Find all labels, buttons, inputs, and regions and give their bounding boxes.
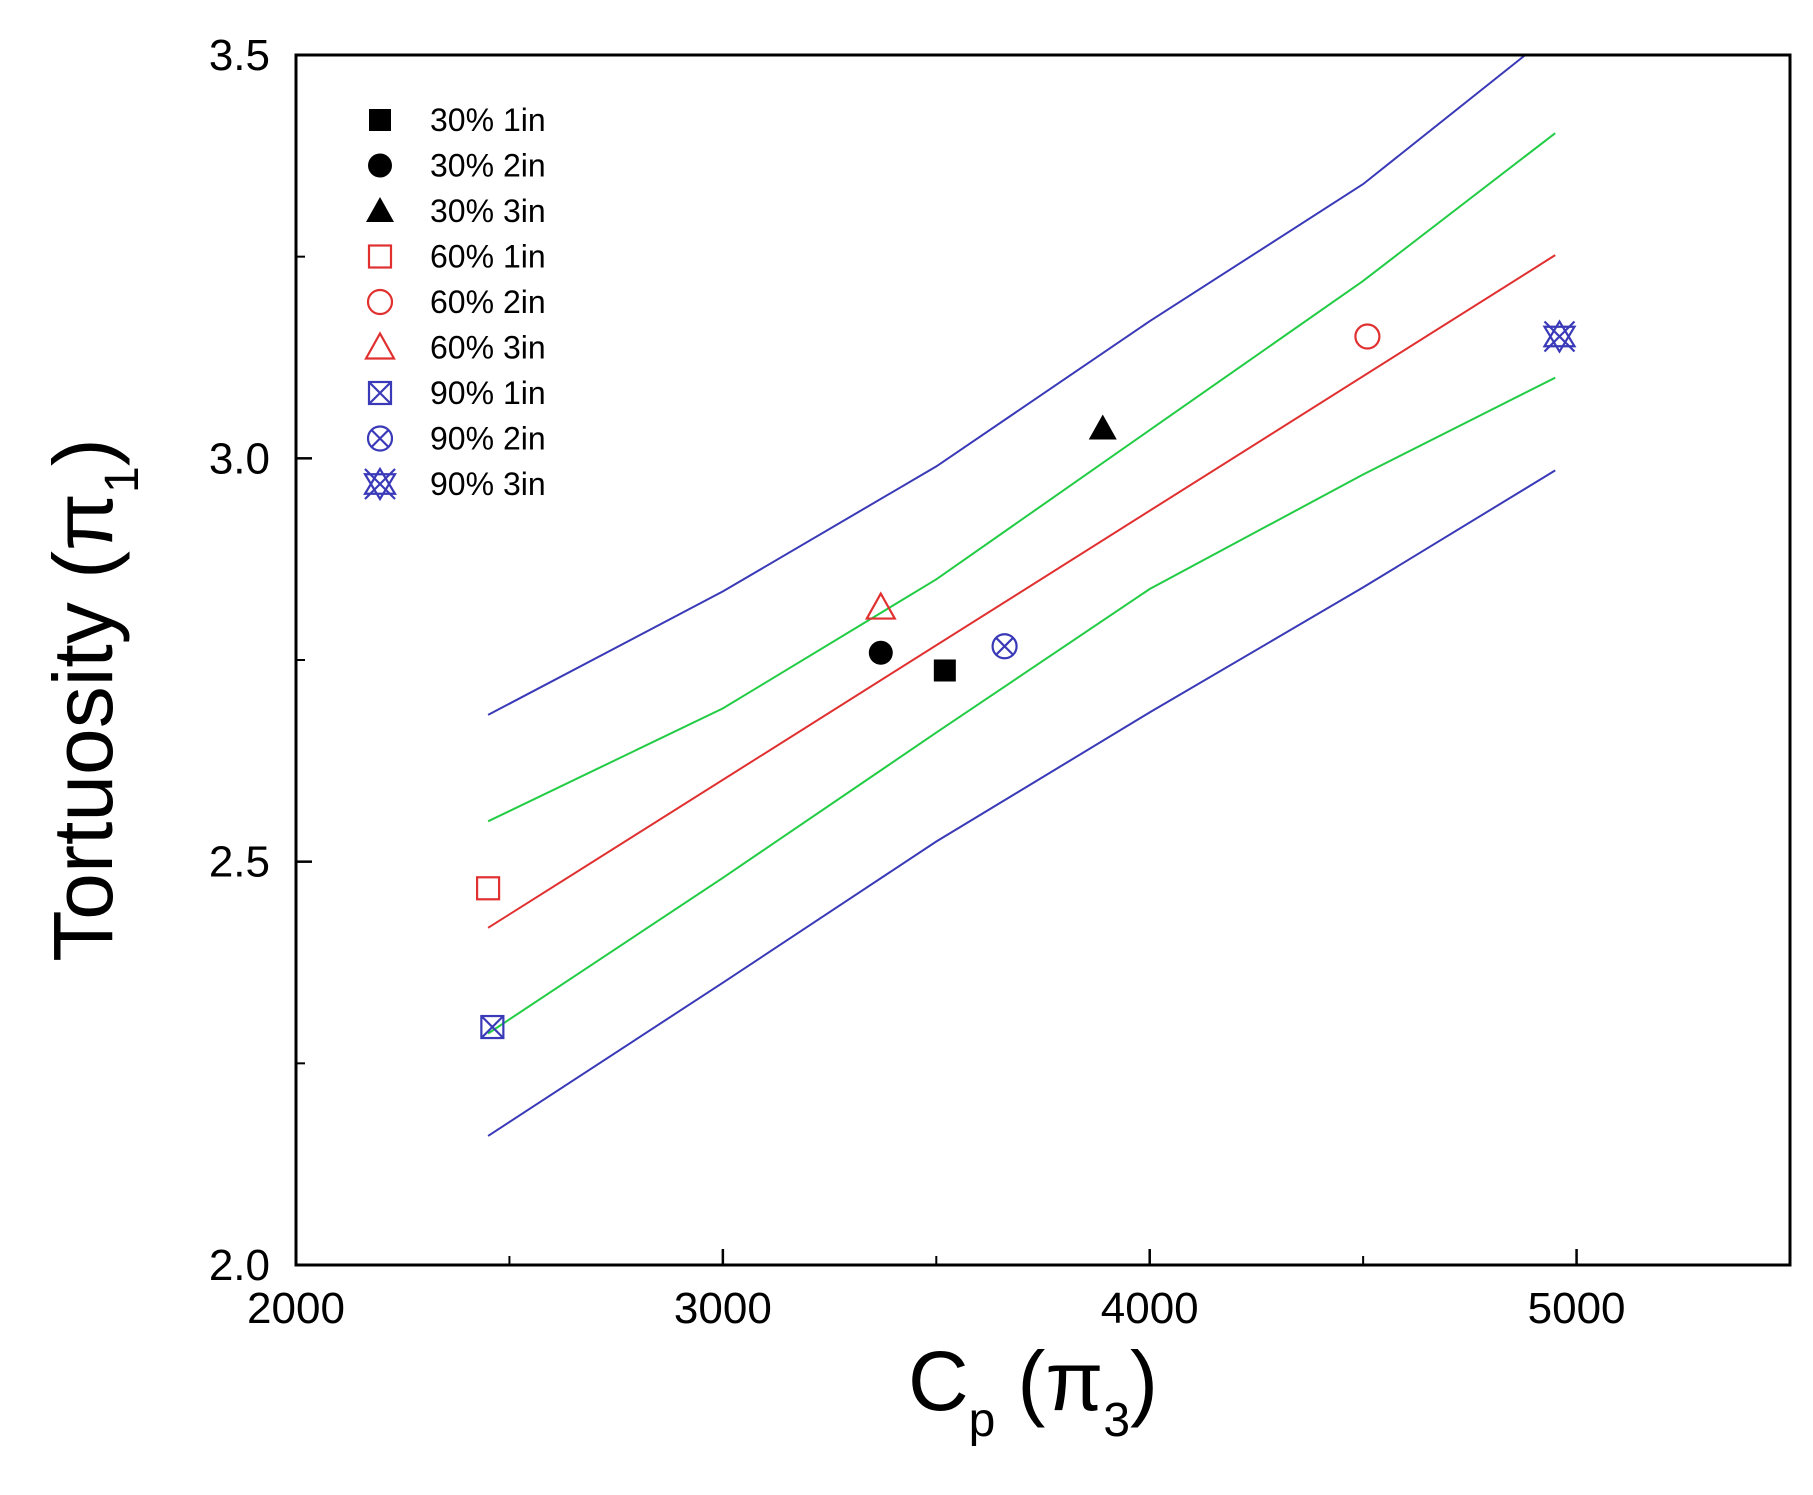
y-axis-title: Tortuosity (π1) bbox=[36, 438, 149, 961]
confidence-upper-line bbox=[487, 132, 1556, 823]
legend-label: 60% 1in bbox=[430, 239, 546, 275]
data-point-30pct-1in bbox=[933, 659, 956, 682]
y-tick-label: 2.0 bbox=[209, 1241, 270, 1290]
x-tick-label: 4000 bbox=[1101, 1284, 1199, 1333]
legend-item: 30% 2in bbox=[368, 148, 546, 184]
legend-item: 30% 3in bbox=[366, 193, 546, 229]
fit-lines-group bbox=[487, 54, 1556, 1137]
prediction-lower-line bbox=[487, 469, 1556, 1137]
legend-marker bbox=[367, 380, 393, 406]
data-points-group bbox=[475, 319, 1577, 1040]
data-point-60pct-1in bbox=[475, 876, 501, 901]
legend-item: 90% 3in bbox=[363, 466, 546, 502]
legend-item: 60% 1in bbox=[367, 239, 546, 275]
legend-label: 60% 3in bbox=[430, 330, 546, 366]
x-tick-label: 3000 bbox=[674, 1284, 772, 1333]
legend-marker bbox=[366, 197, 394, 222]
prediction-upper-line bbox=[487, 54, 1526, 716]
legend-marker bbox=[367, 244, 393, 269]
x-axis-title-paren-sub: 3 bbox=[1103, 1394, 1130, 1447]
legend: 30% 1in 30% 2in 30% 3in 60% 1in 60% 2in 60% 3… bbox=[363, 102, 546, 502]
x-axis-title-sub: p bbox=[969, 1394, 996, 1447]
legend-marker bbox=[366, 288, 394, 316]
legend-item: 60% 3in bbox=[364, 330, 546, 366]
legend-item: 90% 2in bbox=[366, 421, 546, 457]
legend-marker bbox=[368, 153, 392, 178]
legend-item: 60% 2in bbox=[366, 284, 546, 320]
data-point-30pct-2in bbox=[868, 640, 893, 665]
legend-item: 90% 1in bbox=[367, 375, 546, 411]
fit-line bbox=[487, 254, 1556, 929]
x-tick-label: 5000 bbox=[1528, 1284, 1626, 1333]
legend-marker bbox=[366, 425, 394, 452]
legend-label: 90% 3in bbox=[430, 466, 546, 502]
legend-label: 30% 1in bbox=[430, 102, 546, 138]
data-point-90pct-2in bbox=[991, 633, 1018, 660]
y-axis-title-main: Tortuosity (π bbox=[36, 493, 130, 962]
y-tick-label: 3.0 bbox=[209, 434, 270, 483]
axis-ticks-group: 2000 3000 4000 5000 2.0 2.5 3.0 3.5 bbox=[209, 31, 1626, 1333]
legend-marker bbox=[363, 466, 397, 502]
legend-label: 60% 2in bbox=[430, 284, 546, 320]
data-point-60pct-3in bbox=[864, 591, 897, 620]
y-axis-title-sub: 1 bbox=[96, 466, 149, 493]
confidence-lower-line bbox=[487, 376, 1556, 1035]
x-axis-title: Cp (π3) bbox=[908, 1334, 1158, 1447]
legend-item: 30% 1in bbox=[369, 102, 546, 138]
data-point-90pct-3in bbox=[1542, 319, 1577, 354]
data-point-60pct-2in bbox=[1354, 323, 1381, 350]
x-axis-title-main: C bbox=[908, 1334, 969, 1428]
legend-label: 30% 3in bbox=[430, 193, 546, 229]
y-tick-label: 3.5 bbox=[209, 31, 270, 80]
legend-marker bbox=[364, 331, 396, 360]
legend-label: 30% 2in bbox=[430, 148, 546, 184]
x-axis-title-paren: (π bbox=[1017, 1334, 1103, 1428]
legend-marker bbox=[369, 109, 391, 131]
data-point-90pct-1in bbox=[480, 1014, 505, 1040]
x-tick-label: 2000 bbox=[247, 1284, 345, 1333]
data-point-30pct-3in bbox=[1088, 414, 1117, 440]
y-tick-label: 2.5 bbox=[209, 838, 270, 887]
legend-label: 90% 2in bbox=[430, 421, 546, 457]
legend-label: 90% 1in bbox=[430, 375, 546, 411]
